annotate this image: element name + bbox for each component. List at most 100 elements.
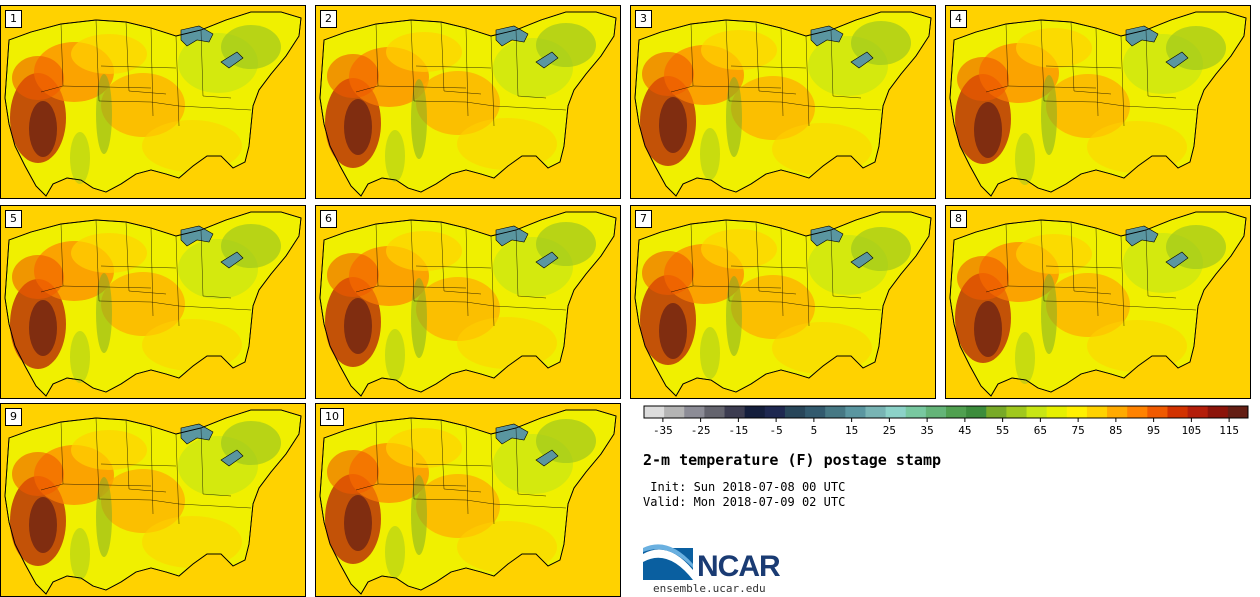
temperature-contour [642,251,694,295]
temperature-contour [344,495,372,551]
coastline [319,409,617,595]
state-borders [355,417,567,525]
colorbar-swatch [1147,406,1168,418]
colorbar-tick-label: 15 [845,424,858,437]
member-panel: 9 [0,403,306,597]
temperature-map [946,206,1250,398]
temperature-contour [457,317,557,369]
colorbar-swatch [1086,406,1108,418]
colorbar-tick-label: 75 [1072,424,1085,437]
temperature-contour [457,521,557,573]
temperature-contour [96,273,112,353]
colorbar-swatch [1026,406,1048,418]
chart-title: 2-m temperature (F) postage stamp [643,451,942,469]
colorbar-swatch [1167,406,1189,418]
temperature-contour [386,428,462,468]
temperature-contour [385,329,405,381]
colorbar-tick-label: 55 [996,424,1009,437]
temperature-contour [1087,121,1187,173]
great-lakes [1125,25,1189,69]
member-number: 9 [5,408,22,426]
member-number: 5 [5,210,22,228]
temperature-contour [70,528,90,580]
member-number: 4 [950,10,967,28]
temperature-contour [12,56,64,100]
logo-text: NCAR [697,550,781,583]
temperature-contour [142,516,242,568]
temperature-contour [344,298,372,354]
coastline [949,11,1247,197]
colorbar-swatch [764,406,786,418]
colorbar-swatch [1127,406,1148,418]
state-borders [40,219,252,327]
colorbar-tick-label: 105 [1181,424,1201,437]
temperature-contour [726,77,742,157]
member-number: 10 [320,408,344,426]
member-panel: 3 [630,5,936,199]
temperature-contour [386,231,462,271]
coastline [4,409,302,595]
colorbar-swatch [724,406,746,418]
great-lakes [495,225,559,269]
site-url[interactable]: ensemble.ucar.edu [653,582,766,595]
colorbar-swatch [684,406,705,418]
temperature-contour [1015,133,1035,185]
temperature-map [1,404,305,596]
colorbar-swatch [986,406,1007,418]
state-borders [985,219,1197,327]
colorbar-swatch [925,406,947,418]
colorbar-swatch [1066,406,1088,418]
member-panel: 2 [315,5,621,199]
temperature-contour [142,120,242,172]
temperature-contour [1016,234,1092,274]
state-borders [355,19,567,127]
temperature-contour [101,73,185,137]
colorbar-tick-label: -35 [653,424,673,437]
colorbar-swatch [966,406,987,418]
temperature-contour [1041,274,1057,354]
temperature-contour [974,102,1002,158]
member-panel: 7 [630,205,936,399]
member-panel: 8 [945,205,1251,399]
temperature-contour [12,452,64,496]
temperature-contour [71,34,147,74]
temperature-contour [726,276,742,356]
colorbar-tick-label: 45 [958,424,971,437]
temperature-map [631,206,935,398]
temperature-contour [385,526,405,578]
temperature-contour [70,132,90,184]
colorbar-tick-label: 85 [1109,424,1122,437]
colorbar-swatch [885,406,907,418]
temperature-map [316,404,620,596]
colorbar-swatch [865,406,887,418]
temperature-contour [731,76,815,140]
great-lakes [810,25,874,69]
temperature-contour [327,54,379,98]
colorbar-swatch [845,406,866,418]
colorbar-tick-label: 5 [811,424,818,437]
temperature-contour [700,128,720,180]
colorbar-tick-label: 35 [921,424,934,437]
temperature-map [1,6,305,198]
temperature-contour [1087,320,1187,372]
temperature-contour [701,30,777,70]
temperature-contour [96,74,112,154]
colorbar-tick-label: 95 [1147,424,1160,437]
coastline [319,211,617,397]
colorbar-swatch [744,406,766,418]
temperature-contour [70,331,90,383]
colorbar-swatch [1187,406,1209,418]
member-number: 7 [635,210,652,228]
temperature-contour [344,99,372,155]
colorbar-swatch [1006,406,1028,418]
temperature-contour [29,497,57,553]
temperature-contour [71,233,147,273]
member-panel: 10 [315,403,621,597]
state-borders [670,219,882,327]
temperature-contour [327,253,379,297]
valid-time-label: Valid: Mon 2018-07-09 02 UTC [643,495,846,509]
temperature-contour [29,300,57,356]
temperature-contour [142,319,242,371]
temperature-contour [642,52,694,96]
member-number: 1 [5,10,22,28]
